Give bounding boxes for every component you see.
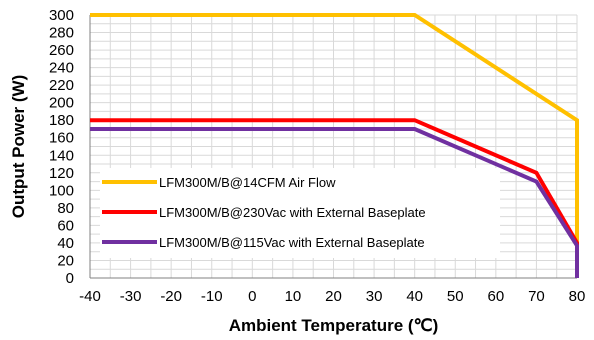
y-tick-label: 180 (49, 112, 74, 129)
x-tick-label: 20 (325, 288, 342, 305)
axes (89, 15, 577, 279)
x-tick-label: 80 (569, 288, 586, 305)
series-line (90, 13, 579, 278)
legend: LFM300M/B@14CFM Air Flow LFM300M/B@230Vac… (102, 175, 426, 250)
x-tick-label: 0 (248, 288, 256, 305)
x-tick-label: 50 (447, 288, 464, 305)
legend-label: LFM300M/B@115Vac with External Baseplate (159, 235, 425, 250)
legend-background (100, 168, 500, 258)
series-line (90, 127, 579, 278)
y-tick-label: 220 (49, 77, 74, 94)
series-lines (90, 13, 579, 278)
y-tick-label: 140 (49, 147, 74, 164)
y-tick-label: 300 (49, 7, 74, 24)
x-tick-label: 30 (366, 288, 383, 305)
y-tick-label: 120 (49, 165, 74, 182)
x-tick-label: 10 (285, 288, 302, 305)
x-tick-label: 60 (487, 288, 504, 305)
y-tick-label: 80 (57, 200, 74, 217)
x-axis-title: Ambient Temperature (℃) (229, 316, 439, 335)
y-tick-label: 160 (49, 130, 74, 147)
y-axis-title: Output Power (W) (9, 75, 28, 219)
legend-label: LFM300M/B@14CFM Air Flow (159, 175, 336, 190)
y-tick-label: 200 (49, 95, 74, 112)
y-tick-label: 280 (49, 25, 74, 42)
y-tick-label: 40 (57, 235, 74, 252)
x-tick-label: -20 (160, 288, 182, 305)
y-tick-label: 60 (57, 217, 74, 234)
y-tick-label: 260 (49, 42, 74, 59)
y-tick-label: 0 (66, 270, 74, 287)
tick-labels: 0204060801001201401601802002202402602803… (49, 7, 585, 305)
x-tick-label: -10 (201, 288, 223, 305)
legend-label: LFM300M/B@230Vac with External Baseplate (159, 205, 426, 220)
x-tick-label: 40 (406, 288, 423, 305)
y-tick-label: 100 (49, 182, 74, 199)
y-tick-label: 240 (49, 60, 74, 77)
x-tick-label: -40 (79, 288, 101, 305)
x-tick-label: 70 (528, 288, 545, 305)
y-tick-label: 20 (57, 252, 74, 269)
x-tick-label: -30 (120, 288, 142, 305)
